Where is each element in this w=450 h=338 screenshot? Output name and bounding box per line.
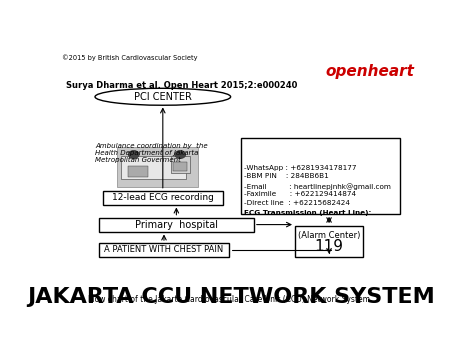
Text: 12-lead ECG recording: 12-lead ECG recording (112, 193, 214, 202)
FancyBboxPatch shape (128, 166, 148, 177)
FancyBboxPatch shape (99, 243, 229, 257)
Circle shape (175, 150, 186, 159)
Text: A PATIENT WITH CHEST PAIN: A PATIENT WITH CHEST PAIN (104, 245, 224, 255)
Text: Surya Dharma et al. Open Heart 2015;2:e000240: Surya Dharma et al. Open Heart 2015;2:e0… (66, 81, 297, 90)
FancyBboxPatch shape (171, 156, 190, 173)
FancyBboxPatch shape (103, 191, 223, 204)
Text: ECG Transmission (Heart Line):: ECG Transmission (Heart Line): (244, 210, 371, 216)
FancyBboxPatch shape (241, 138, 400, 214)
Text: Ambulance coordination by  the
Health Department of Jakarta
Metropolitan Goverme: Ambulance coordination by the Health Dep… (95, 143, 207, 163)
Text: -Direct line  : +62215682424: -Direct line : +62215682424 (244, 200, 350, 206)
Text: 119: 119 (315, 239, 343, 255)
Text: Primary  hospital: Primary hospital (135, 220, 218, 230)
Text: (Alarm Center): (Alarm Center) (298, 231, 360, 240)
Text: -Faximile      : +622129414874: -Faximile : +622129414874 (244, 192, 356, 197)
Text: openheart: openheart (326, 64, 415, 79)
Text: ©2015 by British Cardiovascular Society: ©2015 by British Cardiovascular Society (63, 54, 198, 61)
FancyBboxPatch shape (295, 226, 363, 257)
Text: -WhatsApp : +6281934178177: -WhatsApp : +6281934178177 (244, 165, 356, 171)
Text: -BBM PIN    : 284BB6B1: -BBM PIN : 284BB6B1 (244, 173, 328, 179)
Text: -Email          : heartlinepjnhk@gmail.com: -Email : heartlinepjnhk@gmail.com (244, 183, 391, 190)
FancyBboxPatch shape (117, 147, 198, 187)
Ellipse shape (95, 88, 230, 105)
Text: JAKARTA CCU NETWORK SYSTEM: JAKARTA CCU NETWORK SYSTEM (27, 287, 435, 307)
FancyBboxPatch shape (121, 156, 186, 179)
Text: Flow chart of the Jakarta Cardiovascular Care Unit (CCU) Network System.: Flow chart of the Jakarta Cardiovascular… (89, 295, 373, 304)
FancyBboxPatch shape (173, 162, 187, 171)
Circle shape (128, 150, 139, 159)
Text: PCI CENTER: PCI CENTER (134, 92, 192, 102)
FancyBboxPatch shape (99, 218, 254, 232)
